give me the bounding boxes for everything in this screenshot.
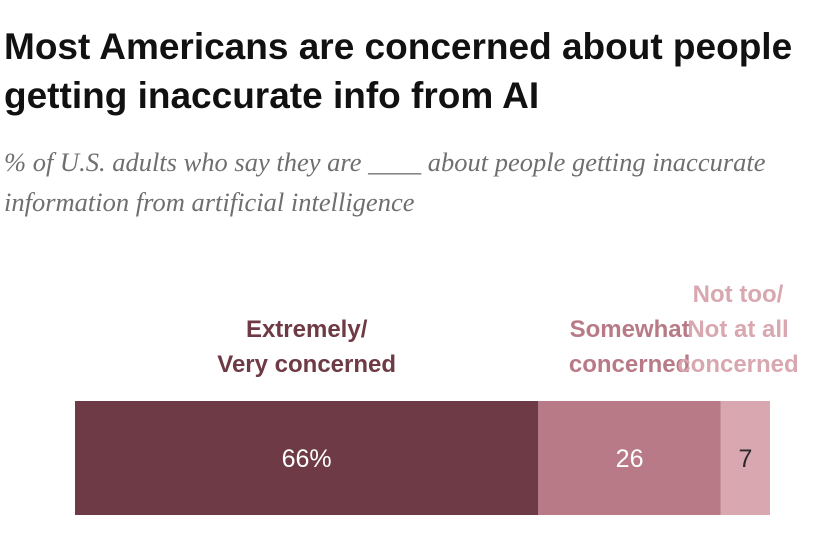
category-label-line: concerned <box>677 351 798 378</box>
category-label-line: concerned <box>569 351 690 378</box>
bar-value-label: 26 <box>616 445 644 473</box>
category-label-line: Extremely/ <box>246 316 368 343</box>
category-label: Somewhat concerned <box>569 316 690 378</box>
chart-subtitle: % of U.S. adults who say they are ____ a… <box>4 147 766 217</box>
category-label-line: Not at all <box>687 316 788 343</box>
category-label-line: Not too/ <box>693 281 784 308</box>
category-label: Not too/Not at all concerned <box>677 281 798 378</box>
bar-value-label: 66% <box>282 445 332 473</box>
category-label-line: Somewhat <box>570 316 690 343</box>
chart-title: Most Americans are concerned about peopl… <box>4 26 793 116</box>
category-label-line: Very concerned <box>217 351 396 378</box>
bar-segment <box>720 401 770 515</box>
bar-segment <box>75 401 539 515</box>
category-label: Extremely/Very concerned <box>217 316 396 378</box>
bar-value-label: 7 <box>738 445 752 473</box>
bar-segment <box>538 401 721 515</box>
